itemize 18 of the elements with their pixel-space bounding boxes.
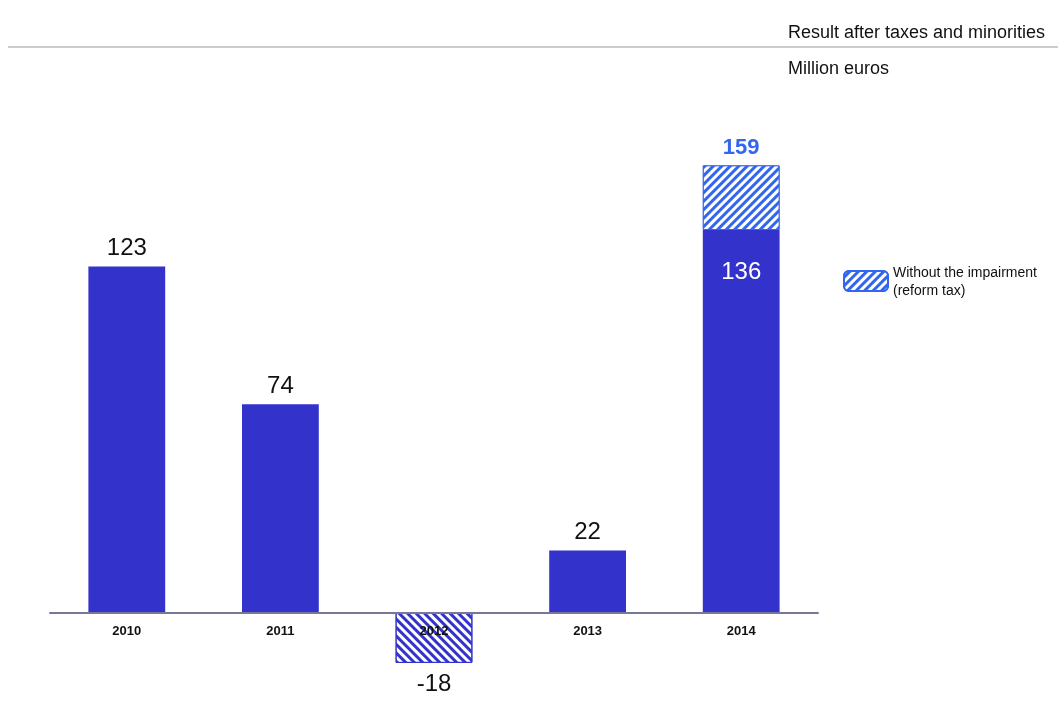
bar	[242, 404, 319, 613]
x-tick-label: 2010	[112, 623, 142, 639]
chart-subtitle: Million euros	[787, 58, 889, 78]
data-label: 22	[574, 516, 601, 544]
data-label: -18	[416, 669, 452, 697]
bar	[88, 266, 166, 613]
x-tick-label: 2011	[266, 623, 295, 639]
data-label: 123	[106, 233, 147, 261]
bar	[702, 230, 780, 613]
legend-label: Without the impairment (reform tax)	[893, 264, 1041, 298]
data-label: 74	[267, 370, 294, 398]
data-label: 136	[721, 256, 762, 284]
bar	[549, 550, 626, 613]
total-label: 159	[722, 133, 760, 159]
x-tick-label: 2013	[573, 623, 603, 639]
x-tick-label: 2014	[726, 623, 757, 639]
text: Result after taxes and minorities	[787, 22, 1046, 42]
x-tick-label: 2012	[419, 623, 449, 639]
